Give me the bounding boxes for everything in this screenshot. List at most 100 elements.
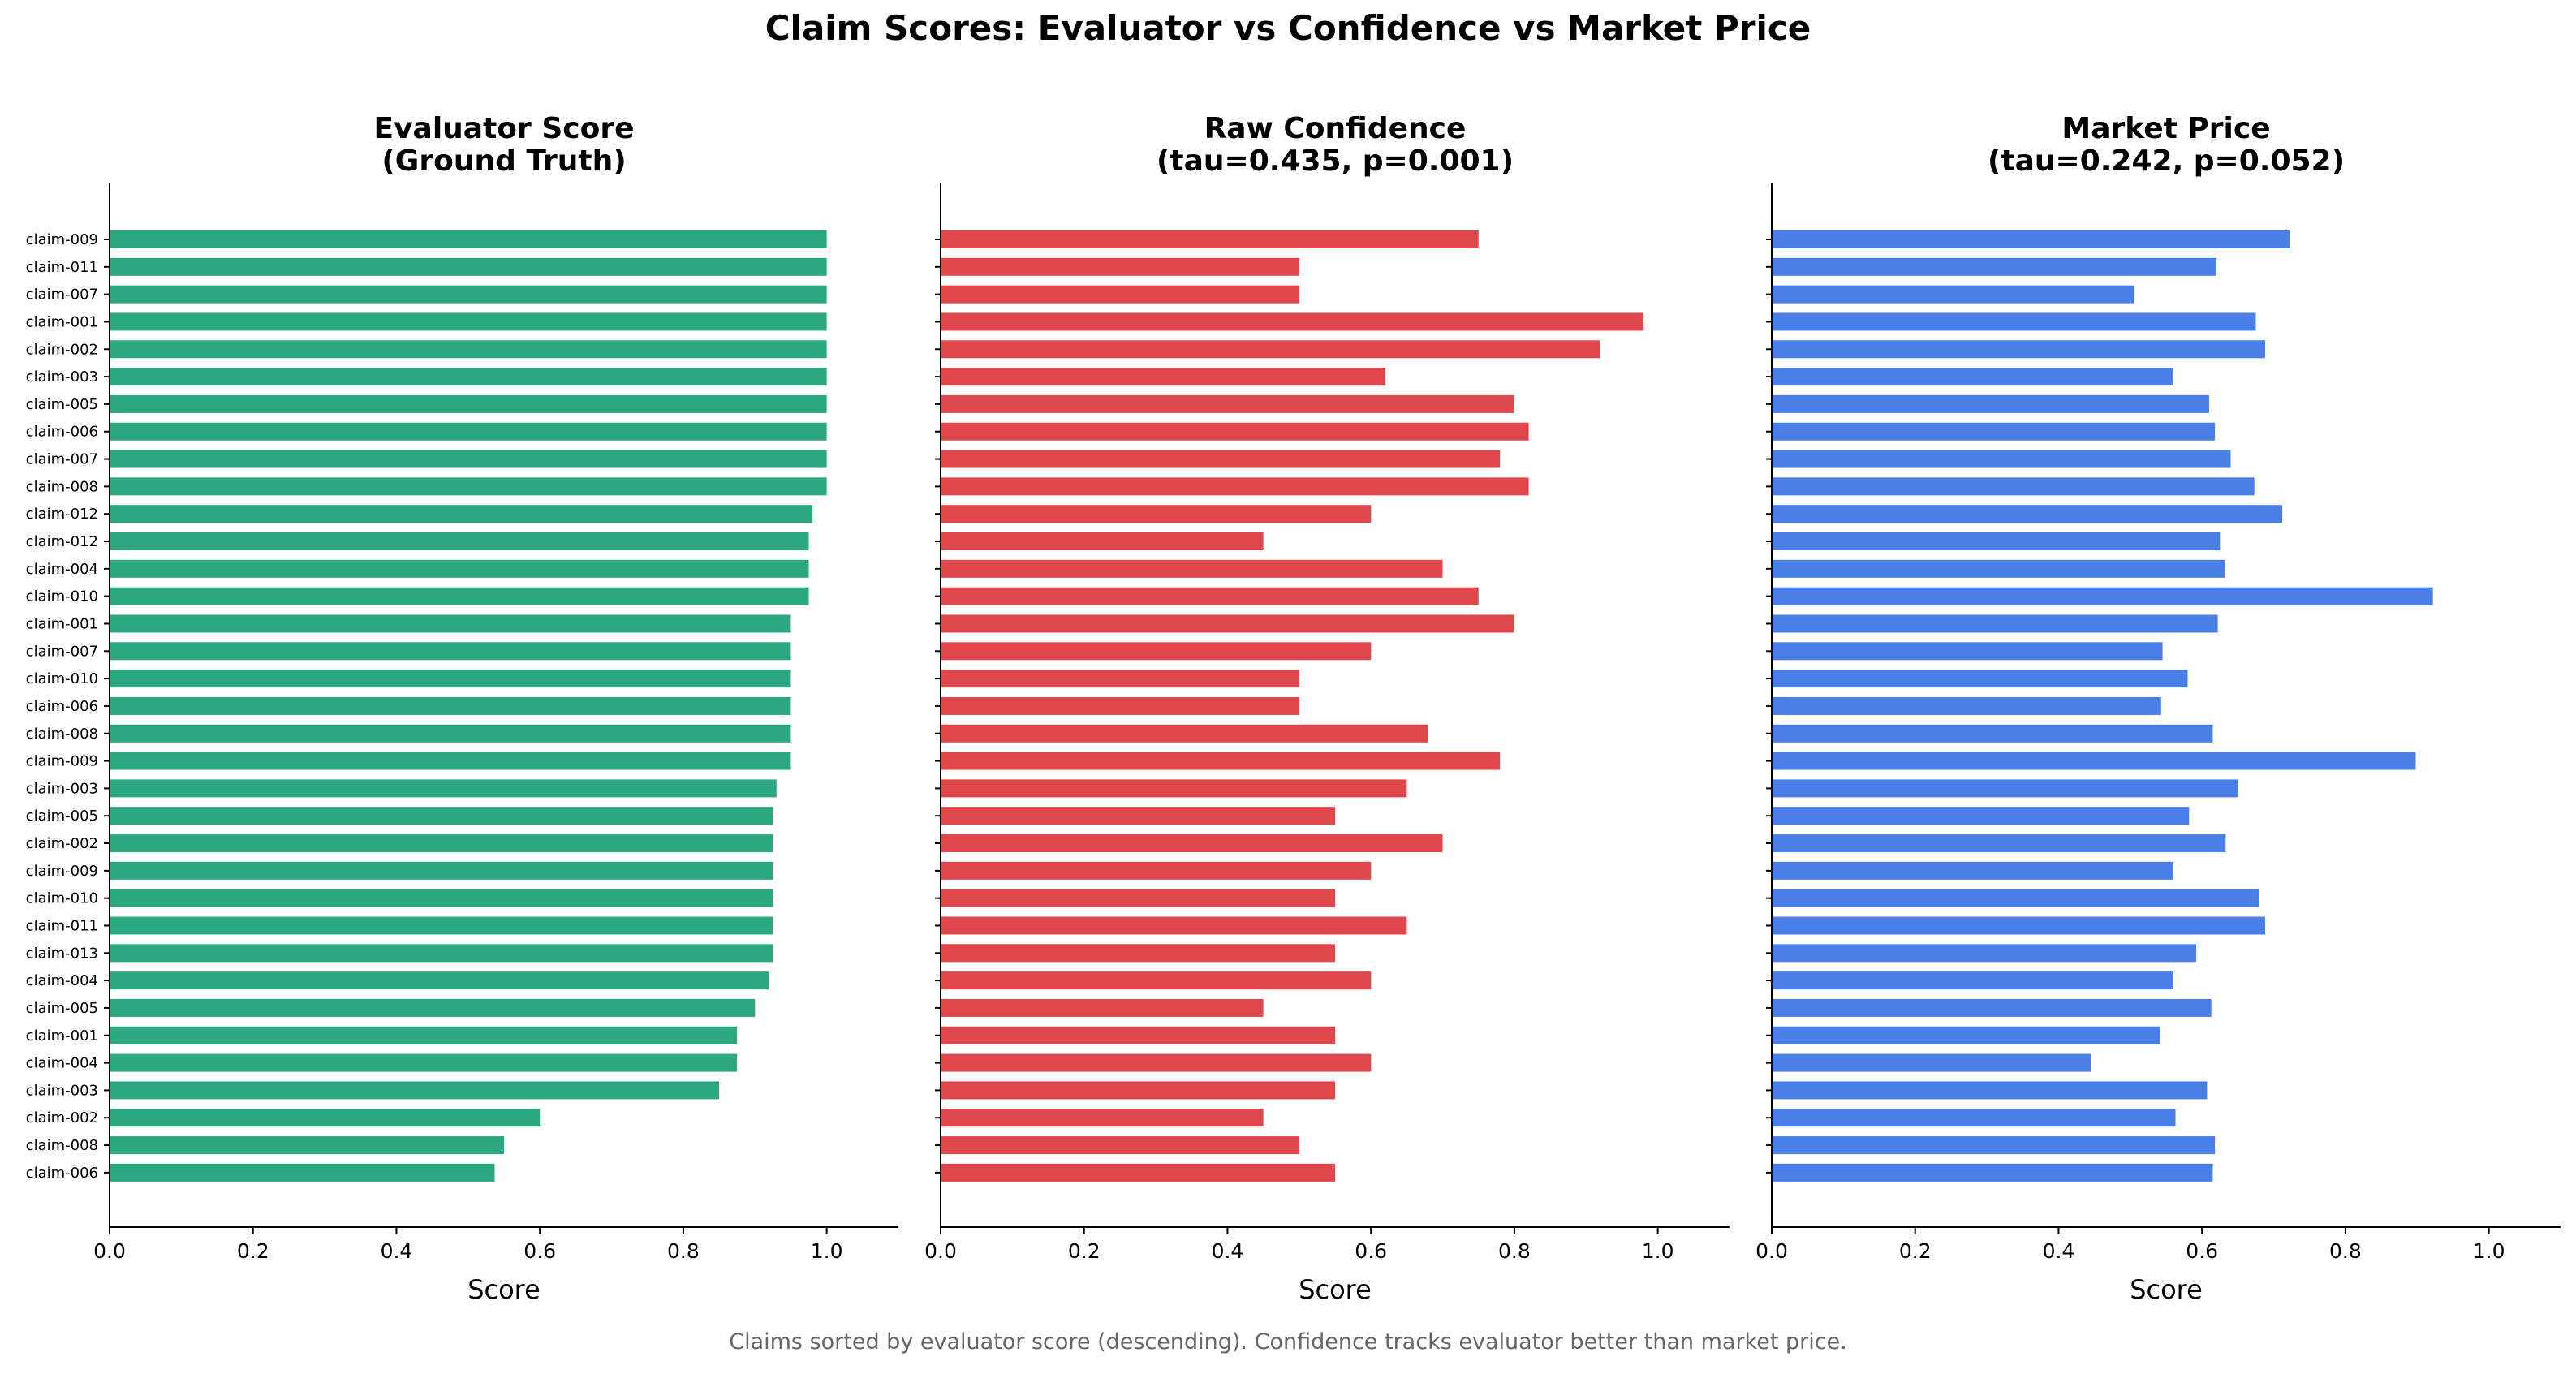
bar [110,971,769,990]
y-tick-label: claim-001 [26,1027,98,1044]
x-tick-label: 0.2 [1899,1239,1932,1263]
x-tick-label: 1.0 [2473,1239,2505,1263]
x-axis-label: Score [2130,1274,2203,1305]
bar [1772,724,2213,743]
bar [110,834,773,853]
bar [110,1109,541,1127]
panel-title-line: (Ground Truth) [381,144,626,178]
bar [1772,559,2225,578]
bar [941,1081,1335,1100]
y-tick-label: claim-008 [26,478,98,495]
bar [110,368,827,386]
bar [1772,1109,2176,1127]
bar [941,559,1443,578]
bar [941,861,1372,880]
x-tick-label: 0.2 [237,1239,269,1263]
bar [110,505,812,523]
bar [941,1136,1299,1155]
bar [1772,642,2163,661]
y-tick-label: claim-012 [26,506,98,523]
y-tick-label: claim-002 [26,341,98,358]
bar [941,368,1385,386]
bar [941,752,1501,770]
bar [110,1026,738,1044]
bar [941,505,1372,523]
panel-title: Evaluator Score (Ground Truth) [373,112,634,178]
y-tick-label: claim-013 [26,945,98,962]
bar [1772,1081,2208,1100]
y-tick-label: claim-004 [26,972,98,989]
bar [110,1081,720,1100]
bar [941,312,1643,331]
bar [941,779,1407,798]
panel-title-line: Market Price [2061,112,2270,145]
x-tick-label: 0.6 [523,1239,556,1263]
y-tick-label: claim-003 [26,1082,98,1099]
bar [941,916,1407,935]
bar [941,670,1299,688]
panel-title: Raw Confidence (tau=0.435, p=0.001) [1157,112,1514,178]
panel-title-line: Raw Confidence [1204,112,1467,145]
x-tick-label: 1.0 [1642,1239,1674,1263]
bar [1772,752,2416,770]
bar [941,834,1443,853]
y-tick-label: claim-001 [26,313,98,330]
x-tick-label: 0.6 [2186,1239,2218,1263]
panel-title-line: Evaluator Score [373,112,634,145]
bar [1772,340,2265,359]
y-tick-label: claim-005 [26,808,98,825]
x-tick-label: 0.6 [1355,1239,1387,1263]
y-tick-label: claim-006 [26,698,98,715]
bar [1772,394,2210,413]
bar [941,587,1479,605]
y-tick-label: claim-004 [26,1055,98,1072]
bar [1772,257,2216,276]
bar [1772,312,2256,331]
bar [1772,477,2255,496]
bar [110,340,827,359]
bar [941,696,1299,715]
bar [110,861,773,880]
y-tick-label: claim-012 [26,533,98,550]
y-tick-label: claim-007 [26,286,98,304]
bar [941,889,1335,907]
bar [1772,998,2212,1017]
y-tick-label: claim-007 [26,643,98,660]
bar [110,477,827,496]
x-tick-label: 0.8 [2329,1239,2362,1263]
bar [941,971,1372,990]
x-axis-label: Score [1299,1274,1372,1305]
bar [941,450,1501,468]
bar [110,944,773,963]
bar [1772,670,2188,688]
bar [110,642,791,661]
bar [941,1163,1335,1182]
bar [1772,1163,2213,1182]
y-tick-label: claim-009 [26,753,98,770]
bar [110,916,773,935]
bar [110,257,827,276]
bar [110,1163,495,1182]
y-tick-label: claim-010 [26,890,98,907]
y-tick-label: claim-005 [26,396,98,413]
bar [941,1053,1372,1072]
panel-title-line: (tau=0.435, p=0.001) [1157,144,1514,178]
y-tick-label: claim-003 [26,368,98,385]
bar [941,532,1264,551]
bar [1772,505,2283,523]
bar [1772,450,2231,468]
bar [110,889,773,907]
bar [941,477,1529,496]
bar [941,230,1479,248]
bar [941,394,1514,413]
x-tick-label: 0.0 [924,1239,957,1263]
bar [1772,1053,2091,1072]
bar [110,1136,504,1155]
y-tick-label: claim-002 [26,1109,98,1126]
bar [1772,422,2216,441]
bar [110,587,809,605]
bar [941,1026,1335,1044]
panel-evaluator-score: Evaluator Score (Ground Truth) claim-009 cl… [26,112,898,1305]
y-tick-label: claim-002 [26,835,98,852]
